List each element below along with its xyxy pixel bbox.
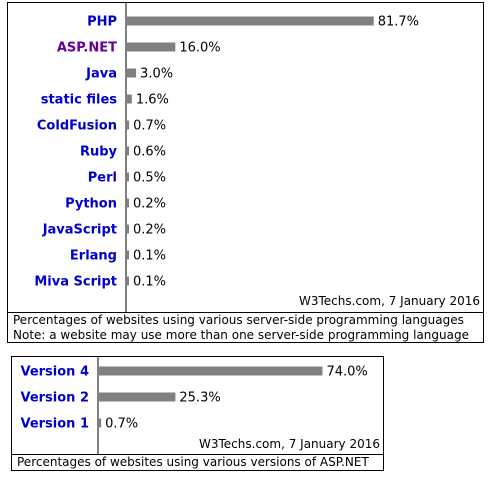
aspnet-versions-value-version-4: 74.0% [326, 365, 367, 380]
languages-bar-java [127, 68, 137, 78]
languages-value-miva-script: 0.1% [133, 275, 166, 290]
languages-value-python: 0.2% [133, 197, 166, 212]
languages-label-coldfusion[interactable]: ColdFusion [37, 119, 117, 134]
aspnet-versions-bar-chart: Version 4 74.0% Version 2 25.3% Version 1 0.7… [20, 357, 380, 454]
languages-value-java: 3.0% [140, 67, 173, 82]
aspnet-versions-label-version-1[interactable]: Version 1 [20, 417, 89, 432]
languages-caption-line-1: Percentages of websites using various se… [13, 313, 464, 327]
languages-bar-php [127, 16, 374, 26]
aspnet-versions-caption: Percentages of websites using various ve… [11, 454, 384, 471]
aspnet-versions-label-version-4[interactable]: Version 4 [20, 365, 89, 380]
languages-bar-miva-script [127, 276, 129, 286]
languages-value-coldfusion: 0.7% [133, 119, 166, 134]
languages-source: W3Techs.com, 7 January 2016 [299, 294, 480, 308]
languages-bar-erlang [127, 250, 129, 260]
languages-bar-python [127, 198, 129, 208]
languages-value-static-files: 1.6% [136, 93, 169, 108]
aspnet-versions-bar-version-2 [99, 392, 176, 402]
languages-label-miva-script[interactable]: Miva Script [34, 275, 117, 290]
languages-value-php: 81.7% [378, 15, 419, 30]
languages-bar-ruby [127, 146, 129, 156]
languages-bar-asp-net [127, 42, 176, 52]
aspnet-versions-caption-line-1: Percentages of websites using various ve… [17, 455, 369, 469]
languages-label-perl[interactable]: Perl [88, 171, 117, 186]
languages-value-perl: 0.5% [133, 171, 166, 186]
languages-caption-line-2: Note: a website may use more than one se… [13, 328, 469, 342]
aspnet-versions-label-version-2[interactable]: Version 2 [20, 391, 89, 406]
aspnet-versions-bar-version-1 [99, 418, 102, 428]
languages-bar-javascript [127, 224, 129, 234]
languages-label-ruby[interactable]: Ruby [80, 145, 118, 160]
languages-chart-panel: PHP 81.7% ASP.NET 16.0% Java 3.0% static files… [7, 2, 484, 313]
aspnet-versions-bar-version-4 [99, 366, 323, 376]
languages-label-php[interactable]: PHP [87, 15, 117, 30]
languages-label-asp-net[interactable]: ASP.NET [57, 41, 117, 56]
languages-bar-coldfusion [127, 120, 130, 130]
languages-value-javascript: 0.2% [133, 223, 166, 238]
languages-value-asp-net: 16.0% [179, 41, 220, 56]
aspnet-versions-value-version-2: 25.3% [179, 391, 220, 406]
languages-caption: Percentages of websites using various se… [7, 312, 484, 343]
languages-label-javascript[interactable]: JavaScript [42, 223, 117, 238]
languages-label-static-files[interactable]: static files [41, 93, 118, 108]
languages-bar-chart: PHP 81.7% ASP.NET 16.0% Java 3.0% static files… [34, 3, 480, 312]
languages-label-python[interactable]: Python [65, 197, 117, 212]
aspnet-versions-chart-panel: Version 4 74.0% Version 2 25.3% Version 1 0.7… [11, 356, 384, 455]
languages-label-erlang[interactable]: Erlang [70, 249, 117, 264]
aspnet-versions-value-version-1: 0.7% [105, 417, 138, 432]
languages-bar-static-files [127, 94, 132, 104]
aspnet-versions-source: W3Techs.com, 7 January 2016 [199, 437, 380, 451]
languages-bar-perl [127, 172, 129, 182]
languages-value-ruby: 0.6% [133, 145, 166, 160]
languages-label-java[interactable]: Java [85, 67, 117, 82]
languages-value-erlang: 0.1% [133, 249, 166, 264]
